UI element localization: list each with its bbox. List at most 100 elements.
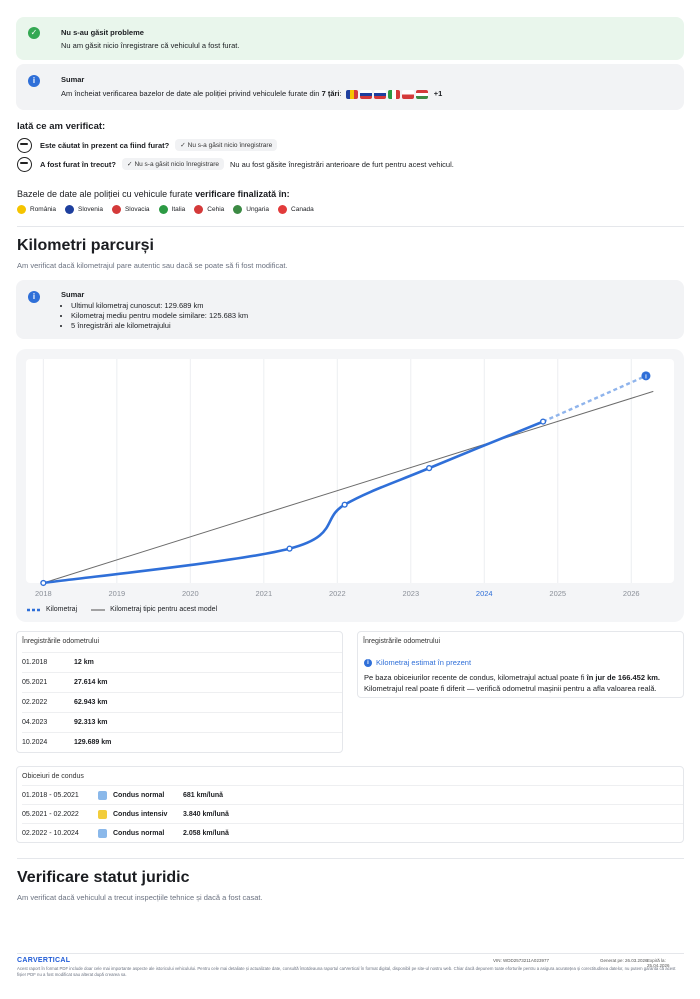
habit-period: 05.2021 - 02.2022: [22, 810, 79, 818]
country-name: România: [30, 206, 57, 213]
flag-icon: [233, 205, 243, 214]
odometer-date: 10.2024: [22, 739, 48, 746]
country-name: Slovenia: [78, 206, 103, 213]
mileage-point: [426, 465, 433, 472]
mileage-chart-svg: i 2018 2019 2020 2021 2022 2023 2024 2025 2026: [26, 359, 674, 598]
habit-rate: 681 km/lună: [183, 791, 224, 799]
table-row: 04.2023 92.313 km: [22, 712, 342, 732]
odometer-km: 12 km: [74, 659, 94, 666]
check-circle-icon: ✓: [28, 27, 40, 39]
legend-item-kilometraj: Kilometraj: [27, 606, 77, 613]
flag-icon: [158, 205, 168, 214]
check-icon: ✓: [180, 142, 186, 149]
summary-bullet: Kilometraj mediu pentru modele similare:…: [71, 311, 248, 321]
table-row: 01.2018 12 km: [22, 652, 342, 672]
divider: [17, 858, 684, 859]
stolen-past-row: A fost furat în trecut? ✓ Nu s-a găsit ni…: [17, 156, 454, 172]
odometer-header: Înregistrările odometrului: [22, 638, 100, 645]
odometer-km: 27.614 km: [74, 679, 108, 686]
mileage-summary: i Sumar Ultimul kilometraj cunoscut: 129…: [16, 280, 684, 339]
thief-icon: [17, 137, 32, 153]
legal-subtitle: Am verificat dacă vehiculul a trecut ins…: [17, 893, 263, 902]
legend-label: Kilometraj tipic pentru acest model: [110, 606, 218, 613]
x-tick-label: 2018: [35, 589, 52, 598]
country-item: Slovenia: [65, 205, 103, 214]
mileage-point: [40, 579, 47, 587]
x-tick-label: 2019: [108, 589, 125, 598]
table-row: 02.2022 62.943 km: [22, 692, 342, 712]
x-tick-label: 2025: [549, 589, 566, 598]
chip-label: Nu s-a găsit nicio înregistrare: [187, 142, 273, 149]
no-problems-alert: ✓ Nu s-au găsit probleme Nu am găsit nic…: [16, 17, 684, 60]
country-flags: [345, 89, 428, 99]
flag-icon: [65, 205, 75, 214]
driving-habits: Obiceiuri de condus 01.2018 - 05.2021 Co…: [16, 766, 684, 843]
country-item: Italia: [158, 205, 186, 214]
mileage-title: Kilometri parcurși: [17, 237, 154, 254]
flag-icon: [415, 89, 428, 99]
odometer-records: Înregistrările odometrului 01.2018 12 km …: [16, 631, 343, 753]
chart-legend: Kilometraj Kilometraj tipic pentru acest…: [27, 606, 217, 613]
divider: [17, 226, 684, 227]
flag-icon: [17, 205, 26, 214]
more-countries: +1: [433, 89, 443, 98]
mileage-subtitle: Am verificat dacă kilometrajul pare aute…: [17, 261, 288, 270]
info-icon: i: [28, 291, 40, 303]
mileage-chart: i 2018 2019 2020 2021 2022 2023 2024 2025 2026: [16, 349, 684, 622]
country-item: Ungaria: [233, 205, 269, 214]
habit-color-swatch: [98, 809, 107, 819]
habit-color-swatch: [98, 828, 107, 838]
habit-rate: 3.840 km/lună: [183, 810, 229, 818]
mileage-line: [42, 420, 545, 585]
mileage-point: [286, 545, 293, 552]
carvertical-logo: CARVERTICAL: [17, 957, 71, 964]
habit-label: Condus normal: [113, 791, 165, 799]
odometer-km: 92.313 km: [74, 719, 108, 726]
mileage-point: [341, 501, 348, 508]
odometer-date: 04.2023: [22, 719, 48, 726]
estimate-prefix: Pe baza obiceiurilor recente de condus, …: [364, 673, 585, 682]
habit-label: Condus normal: [113, 829, 165, 837]
table-row: 01.2018 - 05.2021 Condus normal 681 km/l…: [22, 785, 683, 804]
stolen-past-note: Nu au fost găsite înregistrări anterioar…: [229, 159, 454, 169]
alert-title: Nu s-au găsit probleme: [61, 28, 144, 37]
footer-vin: VIN: WDD2573211A023977: [493, 958, 549, 963]
summary-title: Sumar: [61, 75, 85, 84]
odometer-date: 02.2022: [22, 699, 48, 706]
flag-icon: [401, 89, 414, 99]
habit-color-swatch: [98, 790, 107, 800]
plot-area: [26, 359, 674, 583]
summary-countries-count: 7 țări: [321, 89, 340, 98]
country-item: Cehia: [194, 205, 224, 214]
stolen-now-row: Este căutat în prezent ca fiind furat? ✓…: [17, 137, 278, 153]
dashed-line-icon: [27, 608, 41, 611]
x-tick-label: 2023: [402, 589, 419, 598]
habit-period: 01.2018 - 05.2021: [22, 791, 79, 799]
databases-title: Bazele de date ale poliției cu vehicule …: [17, 189, 290, 199]
estimate-value: în jur de 166.452 km.: [586, 673, 661, 682]
mileage-estimate-line: [542, 374, 647, 423]
odometer-km: 62.943 km: [74, 699, 108, 706]
flag-icon: [278, 205, 288, 214]
habit-period: 02.2022 - 10.2024: [22, 829, 79, 837]
estimate-title: i Kilometraj estimat în prezent: [364, 658, 471, 667]
summary-title: Sumar: [61, 290, 85, 299]
summary-bullets: Ultimul kilometraj cunoscut: 129.689 km …: [71, 301, 248, 331]
estimate-header: Înregistrările odometrului: [363, 638, 441, 645]
country-name: Ungaria: [246, 206, 270, 213]
habits-header: Obiceiuri de condus: [22, 773, 84, 780]
country-name: Italia: [171, 206, 186, 213]
typical-mileage-line: [43, 390, 654, 584]
info-icon: i: [28, 75, 40, 87]
x-tick-label: 2024: [476, 589, 493, 598]
x-tick-label: 2020: [182, 589, 199, 598]
estimate-text: Pe baza obiceiurilor recente de condus, …: [364, 672, 684, 694]
odometer-km: 129.689 km: [74, 739, 112, 746]
country-item: România: [17, 205, 56, 214]
flag-icon: [359, 89, 372, 99]
flag-icon: [387, 89, 400, 99]
status-chip: ✓ Nu s-a găsit nicio înregistrare: [121, 158, 224, 170]
question-label: Este căutat în prezent ca fiind furat?: [40, 140, 170, 150]
status-chip: ✓ Nu s-a găsit nicio înregistrare: [175, 139, 278, 151]
flag-icon: [111, 205, 121, 214]
